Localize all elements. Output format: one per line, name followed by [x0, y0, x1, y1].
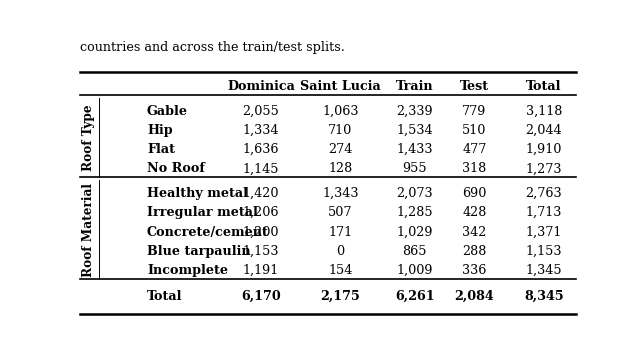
Text: Hip: Hip	[147, 124, 173, 137]
Text: No Roof: No Roof	[147, 162, 205, 175]
Text: 1,285: 1,285	[397, 206, 433, 219]
Text: 1,029: 1,029	[397, 225, 433, 238]
Text: Flat: Flat	[147, 143, 175, 156]
Text: 8,345: 8,345	[524, 290, 564, 303]
Text: Blue tarpaulin: Blue tarpaulin	[147, 245, 251, 258]
Text: 779: 779	[462, 105, 486, 118]
Text: 6,261: 6,261	[395, 290, 435, 303]
Text: 1,636: 1,636	[243, 143, 279, 156]
Text: 690: 690	[462, 187, 486, 200]
Text: 2,084: 2,084	[454, 290, 494, 303]
Text: Healthy metal: Healthy metal	[147, 187, 248, 200]
Text: 1,206: 1,206	[243, 206, 279, 219]
Text: Total: Total	[526, 80, 561, 93]
Text: Irregular metal: Irregular metal	[147, 206, 258, 219]
Text: 2,763: 2,763	[525, 187, 562, 200]
Text: Roof Material: Roof Material	[83, 182, 95, 276]
Text: 1,145: 1,145	[243, 162, 279, 175]
Text: Roof Type: Roof Type	[83, 104, 95, 171]
Text: 1,153: 1,153	[525, 245, 562, 258]
Text: 2,073: 2,073	[397, 187, 433, 200]
Text: 1,713: 1,713	[525, 206, 562, 219]
Text: countries and across the train/test splits.: countries and across the train/test spli…	[80, 41, 345, 54]
Text: 955: 955	[403, 162, 427, 175]
Text: Gable: Gable	[147, 105, 188, 118]
Text: 1,200: 1,200	[243, 225, 279, 238]
Text: 2,055: 2,055	[243, 105, 280, 118]
Text: 288: 288	[462, 245, 486, 258]
Text: 1,345: 1,345	[525, 264, 562, 277]
Text: 274: 274	[328, 143, 353, 156]
Text: 1,433: 1,433	[397, 143, 433, 156]
Text: Concrete/cement: Concrete/cement	[147, 225, 269, 238]
Text: 6,170: 6,170	[241, 290, 281, 303]
Text: 428: 428	[462, 206, 486, 219]
Text: 1,420: 1,420	[243, 187, 279, 200]
Text: 128: 128	[328, 162, 353, 175]
Text: 507: 507	[328, 206, 353, 219]
Text: 1,343: 1,343	[322, 187, 358, 200]
Text: 1,910: 1,910	[525, 143, 562, 156]
Text: Test: Test	[460, 80, 489, 93]
Text: 2,175: 2,175	[321, 290, 360, 303]
Text: 1,191: 1,191	[243, 264, 279, 277]
Text: Incomplete: Incomplete	[147, 264, 228, 277]
Text: 2,044: 2,044	[525, 124, 562, 137]
Text: 154: 154	[328, 264, 353, 277]
Text: 342: 342	[462, 225, 486, 238]
Text: 1,009: 1,009	[397, 264, 433, 277]
Text: 1,371: 1,371	[525, 225, 562, 238]
Text: Train: Train	[396, 80, 434, 93]
Text: Saint Lucia: Saint Lucia	[300, 80, 381, 93]
Text: 1,273: 1,273	[525, 162, 562, 175]
Text: 865: 865	[403, 245, 427, 258]
Text: 1,334: 1,334	[243, 124, 279, 137]
Text: 477: 477	[462, 143, 486, 156]
Text: 336: 336	[462, 264, 486, 277]
Text: Total: Total	[147, 290, 182, 303]
Text: 510: 510	[462, 124, 486, 137]
Text: 1,153: 1,153	[243, 245, 279, 258]
Text: 2,339: 2,339	[397, 105, 433, 118]
Text: 318: 318	[462, 162, 486, 175]
Text: 3,118: 3,118	[525, 105, 562, 118]
Text: 171: 171	[328, 225, 353, 238]
Text: 1,063: 1,063	[322, 105, 358, 118]
Text: 710: 710	[328, 124, 353, 137]
Text: 1,534: 1,534	[397, 124, 433, 137]
Text: Dominica: Dominica	[227, 80, 295, 93]
Text: 0: 0	[337, 245, 344, 258]
